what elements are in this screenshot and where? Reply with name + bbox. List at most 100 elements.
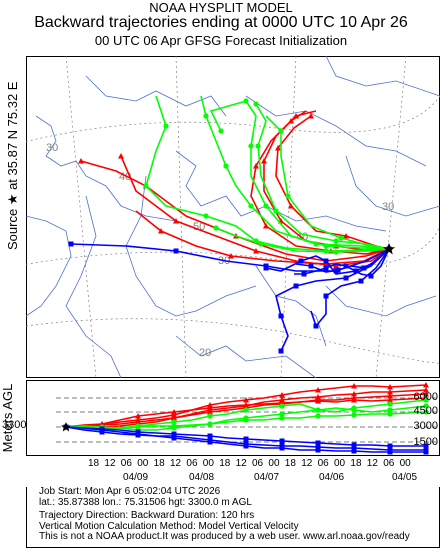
green-profile-0-marker bbox=[387, 401, 393, 407]
red-trajectory-5-marker bbox=[323, 261, 329, 267]
green-profile-2-marker bbox=[135, 424, 141, 430]
hour-tick-label: 12 bbox=[301, 458, 313, 469]
boundaries bbox=[26, 56, 440, 378]
red-trajectory-2-marker bbox=[263, 223, 269, 229]
green-trajectory-2-marker bbox=[248, 203, 254, 209]
green-trajectory-1-marker bbox=[273, 208, 279, 214]
blue-profile-2-marker bbox=[315, 440, 321, 446]
blue-trajectory-4-marker bbox=[323, 265, 329, 271]
hour-tick-label: 18 bbox=[153, 458, 165, 469]
hour-tick-label: 18 bbox=[284, 458, 296, 469]
hour-tick-label: 06 bbox=[252, 458, 264, 469]
green-profile-2-marker bbox=[171, 423, 177, 429]
hour-tick-label: 12 bbox=[235, 458, 247, 469]
hour-tick-label: 12 bbox=[104, 458, 116, 469]
star-icon bbox=[383, 243, 395, 255]
green-trajectory-0-marker bbox=[243, 98, 249, 104]
green-profile-0-marker bbox=[207, 413, 213, 419]
tick-label: 3000 bbox=[413, 420, 438, 432]
hour-tick-label: 06 bbox=[186, 458, 198, 469]
green-profile-2-marker bbox=[315, 413, 321, 419]
green-profile-0-marker bbox=[171, 419, 177, 425]
blue-trajectory-1-marker bbox=[278, 313, 284, 319]
red-trajectory-1-marker bbox=[173, 218, 179, 224]
green-profile-2-marker bbox=[243, 417, 249, 423]
green-trajectory-5-marker bbox=[278, 128, 284, 134]
profile-axis-label: Meters AGL bbox=[0, 383, 15, 453]
date-tick-label: 04/08 bbox=[189, 472, 215, 483]
job-location: lat.: 35.87388 lon.: 75.31506 hgt: 3300.… bbox=[39, 496, 252, 508]
blue-profile-2-marker bbox=[135, 429, 141, 435]
red-profile-0-marker bbox=[171, 412, 177, 418]
forecast-subtitle: 00 UTC 06 Apr GFSG Forecast Initializati… bbox=[94, 33, 348, 48]
red-profile-0-marker bbox=[423, 382, 429, 388]
red-profile-3-marker bbox=[135, 413, 141, 419]
blue-profile-2-marker bbox=[243, 436, 249, 442]
hour-tick-label: 00 bbox=[137, 458, 149, 469]
red-trajectory-4-marker bbox=[275, 145, 281, 151]
red-profile-1-marker bbox=[315, 394, 321, 400]
blue-profile-2-marker bbox=[279, 438, 285, 444]
grid-label: 30 bbox=[46, 142, 58, 154]
green-trajectory-0-marker bbox=[263, 203, 269, 209]
red-profile-0-marker bbox=[207, 402, 213, 408]
red-profile-0-marker bbox=[387, 384, 393, 390]
green-trajectory-1-marker bbox=[333, 238, 339, 244]
green-trajectory-2-marker bbox=[203, 113, 209, 119]
green-profile-1-marker bbox=[279, 411, 285, 417]
hour-tick-label: 06 bbox=[383, 458, 395, 469]
blue-trajectory-1-marker bbox=[278, 348, 284, 354]
job-start: Job Start: Mon Apr 6 05:02:04 UTC 2026 bbox=[39, 486, 221, 497]
red-trajectory-1-marker bbox=[253, 248, 259, 254]
blue-trajectory-1-marker bbox=[343, 275, 349, 281]
tick-label: 4500 bbox=[413, 405, 438, 417]
hour-tick-label: 00 bbox=[202, 458, 214, 469]
blue-trajectory-2-marker bbox=[323, 293, 329, 299]
red-profile-0-marker bbox=[243, 397, 249, 403]
blue-trajectory-0-marker bbox=[68, 241, 74, 247]
blue-trajectory-0-marker bbox=[173, 248, 179, 254]
red-trajectory-4-marker bbox=[288, 203, 294, 209]
blue-profile-2-marker bbox=[423, 443, 429, 449]
red-profile-1-marker bbox=[387, 389, 393, 395]
hour-tick-label: 18 bbox=[88, 458, 100, 469]
blue-profile-2-marker bbox=[387, 443, 393, 449]
red-profile-2-marker bbox=[423, 391, 429, 397]
hour-tick-label: 12 bbox=[170, 458, 182, 469]
trajectory-title: Backward trajectories ending at 0000 UTC… bbox=[34, 14, 408, 31]
blue-profile-1-marker bbox=[315, 444, 321, 450]
grid-label: 30 bbox=[382, 201, 394, 213]
blue-profile-2 bbox=[63, 424, 429, 449]
blue-trajectory-2-marker bbox=[313, 323, 319, 329]
green-trajectory-4-marker bbox=[213, 225, 219, 231]
tick-label: 1500 bbox=[413, 436, 438, 448]
blue-trajectory-4-marker bbox=[301, 271, 307, 277]
red-profile-3-marker bbox=[387, 397, 393, 403]
red-profile-3-marker bbox=[171, 409, 177, 415]
disclaimer: This is not a NOAA product.It was produc… bbox=[39, 531, 410, 542]
hour-tick-label: 18 bbox=[350, 458, 362, 469]
blue-trajectory-3-marker bbox=[298, 258, 304, 264]
trajectory-lines bbox=[68, 95, 392, 354]
blue-trajectory-4-marker bbox=[343, 263, 349, 269]
model-title: NOAA HYSPLIT MODEL bbox=[149, 0, 293, 15]
date-tick-label: 04/09 bbox=[123, 472, 149, 483]
green-trajectory-3-marker bbox=[203, 213, 209, 219]
blue-profile-2-marker bbox=[207, 433, 213, 439]
red-profile-3-marker bbox=[351, 397, 357, 403]
red-profile-1-marker bbox=[279, 397, 285, 403]
star-icon bbox=[61, 422, 71, 432]
blue-trajectory-3-marker bbox=[263, 265, 269, 271]
vertical-method: Vertical Motion Calculation Method: Mode… bbox=[39, 520, 299, 532]
green-trajectory-2-marker bbox=[223, 163, 229, 169]
red-profile-3-marker bbox=[243, 402, 249, 408]
red-trajectory-5-marker bbox=[158, 228, 164, 234]
green-profile-2-marker bbox=[207, 421, 213, 427]
green-trajectory-0 bbox=[209, 98, 392, 252]
green-trajectory-3-marker bbox=[163, 123, 169, 129]
red-profile-2-marker bbox=[387, 393, 393, 399]
blue-profile-2-marker bbox=[171, 431, 177, 437]
trajectory-direction: Trajectory Direction: Backward Duration:… bbox=[39, 510, 255, 521]
blue-trajectory-2-marker bbox=[358, 278, 364, 284]
blue-profile-1-marker bbox=[351, 445, 357, 451]
